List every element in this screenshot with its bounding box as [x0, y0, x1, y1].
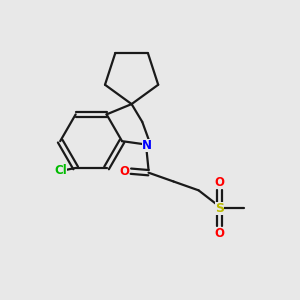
- Text: O: O: [119, 165, 129, 178]
- Text: O: O: [214, 227, 224, 240]
- Text: Cl: Cl: [54, 164, 67, 177]
- Text: N: N: [142, 139, 152, 152]
- Text: S: S: [215, 202, 224, 214]
- Text: O: O: [214, 176, 224, 189]
